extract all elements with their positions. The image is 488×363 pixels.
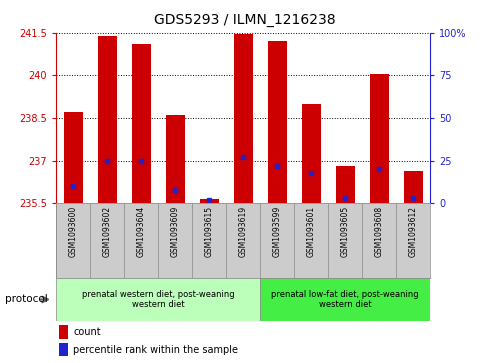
Text: GSM1093601: GSM1093601	[306, 205, 315, 257]
Text: prenatal low-fat diet, post-weaning
western diet: prenatal low-fat diet, post-weaning west…	[271, 290, 418, 309]
Text: GSM1093605: GSM1093605	[340, 205, 349, 257]
Text: GSM1093619: GSM1093619	[238, 205, 247, 257]
Bar	[335, 166, 354, 203]
Bar	[64, 112, 82, 203]
Bar	[132, 44, 150, 203]
Text: GSM1093602: GSM1093602	[102, 205, 112, 257]
Text: GSM1093600: GSM1093600	[69, 205, 78, 257]
Text: GSM1093608: GSM1093608	[374, 205, 383, 257]
Bar	[403, 171, 422, 203]
Text: GSM1093612: GSM1093612	[408, 205, 417, 257]
Text: GDS5293 / ILMN_1216238: GDS5293 / ILMN_1216238	[153, 13, 335, 27]
Text: GSM1093615: GSM1093615	[204, 205, 213, 257]
Text: prenatal western diet, post-weaning
western diet: prenatal western diet, post-weaning west…	[82, 290, 234, 309]
Text: GSM1093599: GSM1093599	[272, 205, 281, 257]
Text: GSM1093604: GSM1093604	[137, 205, 145, 257]
Bar	[56, 278, 260, 321]
Bar	[200, 199, 218, 203]
Bar	[165, 115, 184, 203]
Bar	[260, 278, 429, 321]
Text: GSM1093609: GSM1093609	[170, 205, 180, 257]
Bar	[59, 343, 68, 356]
Bar	[98, 36, 116, 203]
Bar	[267, 41, 286, 203]
Text: count: count	[73, 327, 101, 337]
Bar	[233, 34, 252, 203]
Bar	[301, 104, 320, 203]
Bar	[59, 325, 68, 339]
Text: percentile rank within the sample: percentile rank within the sample	[73, 344, 238, 355]
Bar	[369, 74, 388, 203]
Text: protocol: protocol	[5, 294, 47, 305]
